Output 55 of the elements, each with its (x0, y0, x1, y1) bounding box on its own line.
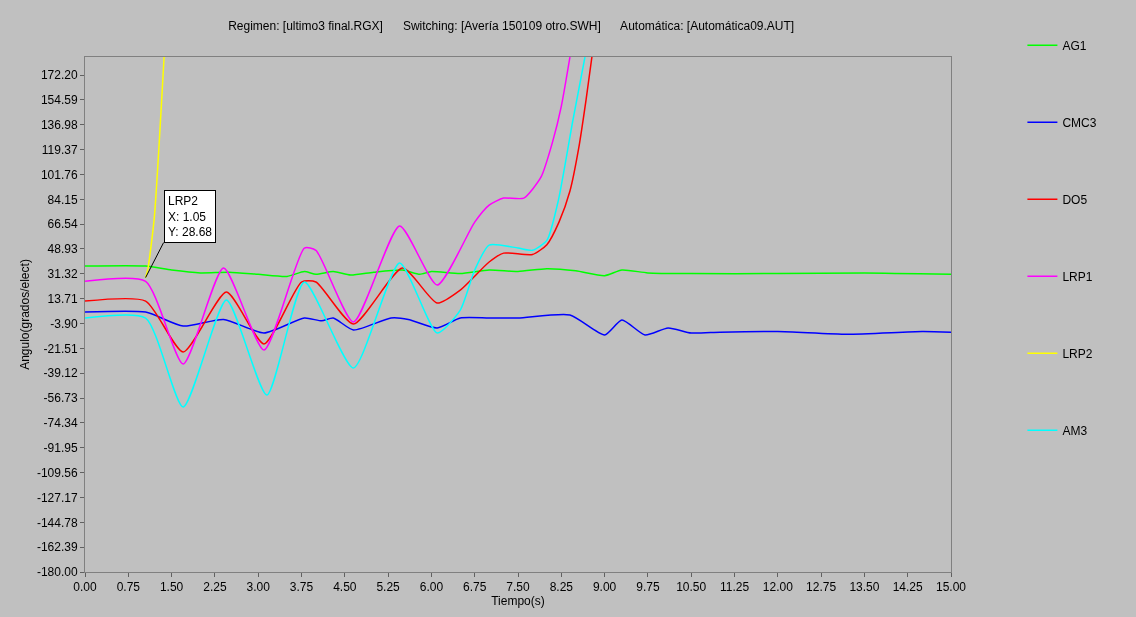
x-tick-label: 14.25 (892, 580, 924, 595)
x-tick-label: 3.75 (289, 580, 314, 595)
y-tick-label: -180.00 (36, 565, 78, 580)
x-tick-label: 7.50 (506, 580, 530, 595)
legend-label: DO5 (1062, 193, 1088, 208)
y-tick-label: -3.90 (50, 316, 78, 331)
x-axis-title: Tiempo(s) (491, 594, 545, 609)
y-tick-label: -74.34 (43, 416, 78, 431)
x-tick-label: 11.25 (719, 580, 750, 595)
x-tick-label: 12.75 (806, 580, 837, 595)
line-series (85, 310, 951, 336)
x-tick-label: 9.75 (636, 580, 660, 595)
y-tick-label: -91.95 (43, 440, 78, 455)
legend-label: LRP1 (1062, 270, 1093, 285)
x-tick-label: 6.00 (419, 580, 444, 595)
y-tick-label: -39.12 (43, 366, 78, 381)
y-tick-label: -127.17 (36, 490, 78, 505)
x-tick-label: 8.25 (549, 580, 574, 595)
y-tick-label: -162.39 (36, 540, 78, 555)
y-tick-label: -56.73 (43, 391, 78, 406)
y-tick-label: 101.76 (40, 167, 78, 182)
x-tick-label: 4.50 (333, 580, 357, 595)
x-tick-label: 13.50 (849, 580, 880, 595)
x-tick-label: 12.00 (762, 580, 794, 595)
x-tick-label: 0.75 (116, 580, 141, 595)
legend-label: AM3 (1062, 424, 1088, 439)
y-tick-label: 154.59 (40, 93, 78, 108)
legend-label: AG1 (1062, 39, 1087, 54)
y-tick-label: -109.56 (36, 465, 78, 480)
chart-title: Regimen: [ultimo3 final.RGX] Switching: [Avería 150109 otro.SWH] Automática: [Automática09.AUT] (228, 18, 795, 33)
y-tick-label: 119.37 (41, 142, 78, 157)
legend-label: CMC3 (1062, 116, 1097, 131)
y-tick-label: 48.93 (47, 242, 78, 257)
y-tick-label: 172.20 (40, 68, 78, 83)
x-tick-label: 2.25 (203, 580, 227, 595)
y-tick-label: 31.32 (47, 267, 78, 282)
annotation: LRP2 X: 1.05 Y: 28.68 (168, 194, 213, 240)
x-tick-label: 3.00 (246, 580, 271, 595)
y-tick-label: -21.51 (43, 341, 78, 356)
line-series (85, 265, 951, 278)
x-tick-label: 15.00 (935, 580, 967, 595)
legend-label: LRP2 (1062, 347, 1093, 362)
x-tick-label: 9.00 (592, 580, 617, 595)
y-tick-label: 13.71 (47, 291, 78, 306)
x-tick-label: 1.50 (159, 580, 184, 595)
x-tick-label: 0.00 (73, 580, 97, 595)
line-series (144, 57, 165, 279)
x-tick-label: 10.50 (676, 580, 707, 595)
x-tick-label: 5.25 (376, 580, 401, 595)
y-axis-title: Angulo(grados/elect) (18, 259, 33, 370)
y-tick-label: 84.15 (47, 192, 78, 207)
y-tick-label: 66.54 (47, 217, 78, 232)
y-tick-label: -144.78 (36, 515, 78, 530)
x-tick-label: 6.75 (463, 580, 487, 595)
y-tick-label: 136.98 (40, 117, 78, 132)
